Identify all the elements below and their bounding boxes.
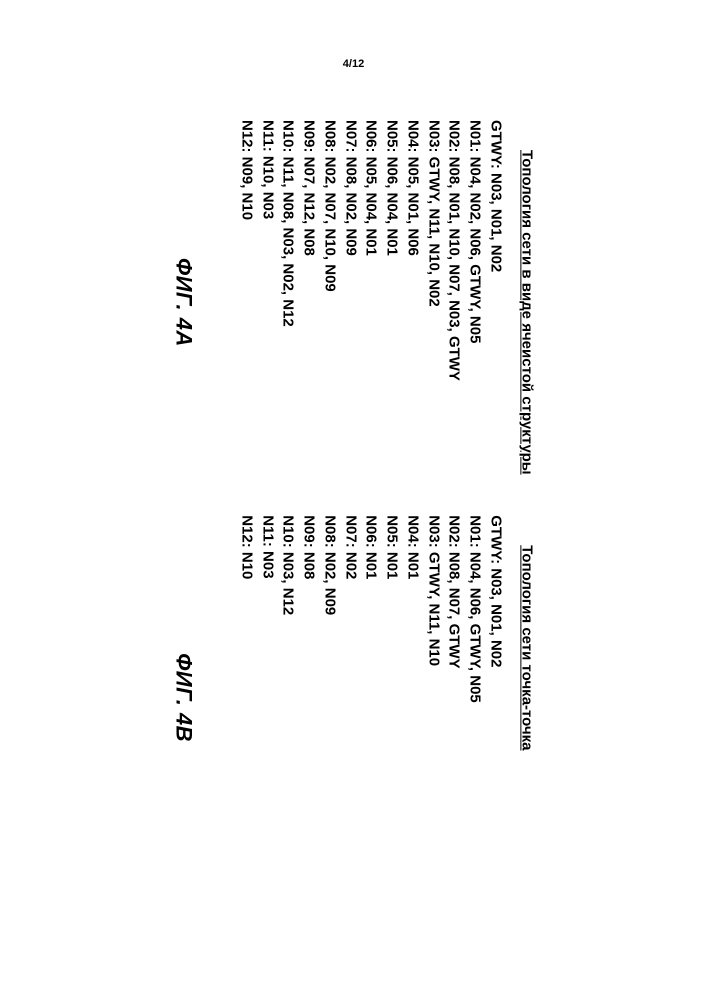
column-mesh: Топология сети в виде ячеистой структуры… — [171, 120, 536, 485]
list-item: N08: N02, N09 — [320, 515, 339, 703]
row-list: GTWY: N03, N01, N02 N01: N04, N02, N06, … — [237, 120, 505, 381]
column-p2p: Топология сети точка-точка GTWY: N03, N0… — [171, 515, 536, 880]
list-item: N07: N02 — [340, 515, 359, 703]
content-columns: Топология сети в виде ячеистой структуры… — [171, 120, 536, 880]
list-item: N03: GTWY, N11, N10 — [423, 515, 442, 703]
list-item: N04: N01 — [403, 515, 422, 703]
list-item: GTWY: N03, N01, N02 — [486, 120, 505, 381]
figure-label: ФИГ. 4A — [171, 258, 197, 347]
list-item: GTWY: N03, N01, N02 — [486, 515, 505, 703]
list-item: N05: N06, N04, N01 — [382, 120, 401, 381]
list-item: N01: N04, N06, GTWY, N05 — [465, 515, 484, 703]
list-item: N10: N11, N08, N03, N02, N12 — [278, 120, 297, 381]
list-item: N03: GTWY, N11, N10, N02 — [423, 120, 442, 381]
list-item: N08: N02, N07, N10, N09 — [320, 120, 339, 381]
page-number: 4/12 — [0, 58, 707, 70]
list-item: N09: N07, N12, N08 — [299, 120, 318, 381]
page: 4/12 Топология сети в виде ячеистой стру… — [0, 0, 707, 1000]
list-item: N02: N08, N07, GTWY — [444, 515, 463, 703]
row-list: GTWY: N03, N01, N02 N01: N04, N06, GTWY,… — [237, 515, 505, 703]
column-title: Топология сети точка-точка — [518, 545, 535, 750]
list-item: N11: N10, N03 — [257, 120, 276, 381]
list-item: N01: N04, N02, N06, GTWY, N05 — [465, 120, 484, 381]
figure-label: ФИГ. 4B — [171, 653, 197, 742]
list-item: N09: N08 — [299, 515, 318, 703]
list-item: N05: N01 — [382, 515, 401, 703]
list-item: N12: N09, N10 — [237, 120, 256, 381]
rotated-content: Топология сети в виде ячеистой структуры… — [171, 120, 536, 880]
list-item: N10: N03, N12 — [278, 515, 297, 703]
list-item: N06: N01 — [361, 515, 380, 703]
list-item: N02: N08, N01, N10, N07, N03, GTWY — [444, 120, 463, 381]
list-item: N04: N05, N01, N06 — [403, 120, 422, 381]
list-item: N06: N05, N04, N01 — [361, 120, 380, 381]
list-item: N12: N10 — [237, 515, 256, 703]
list-item: N07: N08, N02, N09 — [340, 120, 359, 381]
list-item: N11: N03 — [257, 515, 276, 703]
column-title: Топология сети в виде ячеистой структуры — [518, 150, 535, 475]
